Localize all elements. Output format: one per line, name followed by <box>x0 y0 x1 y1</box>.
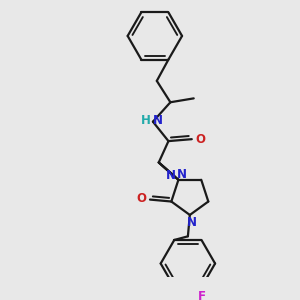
Text: N: N <box>187 216 197 229</box>
Text: O: O <box>136 192 146 205</box>
Text: N: N <box>153 114 163 127</box>
Text: F: F <box>197 290 206 300</box>
Text: N: N <box>177 168 187 181</box>
Text: H: H <box>141 114 151 127</box>
Text: O: O <box>196 133 206 146</box>
Text: N: N <box>166 169 176 182</box>
